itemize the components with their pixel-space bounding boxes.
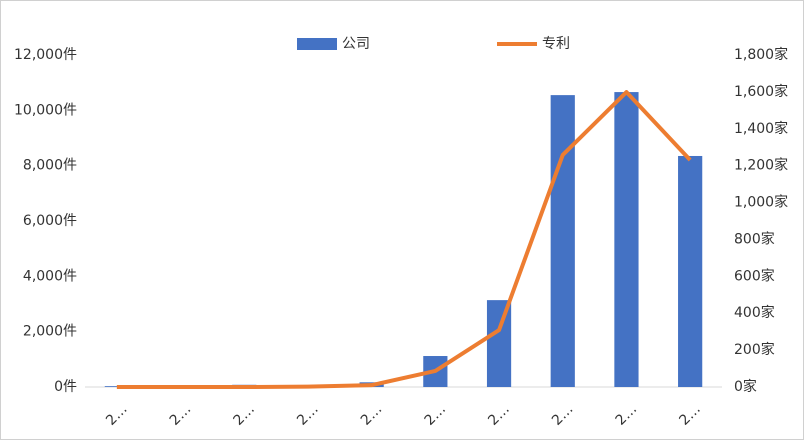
bar [486, 300, 512, 387]
y2-tick-label: 1,400家 [734, 120, 788, 137]
legend-label: 专利 [542, 36, 570, 52]
y2-tick-label: 200家 [734, 341, 775, 358]
y2-tick-label: 1,200家 [734, 157, 788, 174]
y2-tick-label: 1,800家 [734, 46, 788, 63]
legend-swatch [297, 38, 337, 50]
y-tick-label: 4,000件 [23, 268, 77, 284]
legend-label: 公司 [342, 36, 370, 52]
y-tick-label: 10,000件 [14, 102, 77, 118]
y2-tick-label: 0家 [734, 378, 757, 395]
y2-tick-label: 800家 [734, 230, 775, 247]
y2-tick-label: 600家 [734, 267, 775, 284]
y2-tick-label: 400家 [734, 304, 775, 321]
bar [614, 92, 639, 387]
y-tick-label: 0件 [54, 379, 77, 395]
y-tick-label: 8,000件 [23, 158, 77, 174]
line [116, 90, 692, 389]
y-tick-label: 2,000件 [23, 324, 77, 340]
y-tick-label: 6,000件 [23, 213, 77, 229]
y-tick-label: 12,000件 [14, 47, 77, 63]
bar [550, 95, 575, 387]
bar [678, 155, 703, 387]
y2-tick-label: 1,600家 [734, 83, 788, 100]
y2-tick-label: 1,000家 [734, 194, 788, 211]
